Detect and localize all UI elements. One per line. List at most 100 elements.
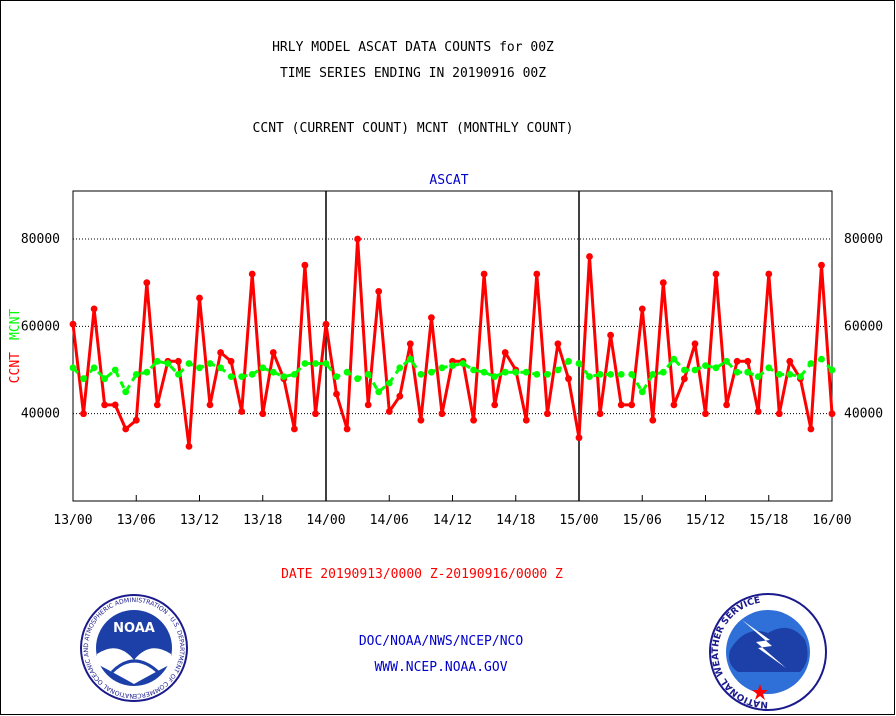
data-point-ccnt [754,408,762,415]
data-point-mcnt [818,355,825,363]
y-axis-label-mcnt: MCNT [8,309,23,340]
data-point-ccnt [417,416,425,424]
data-point-ccnt [143,279,151,287]
data-point-ccnt [396,392,404,400]
data-point-ccnt [775,410,783,418]
data-point-ccnt [828,410,836,418]
data-point-mcnt [101,375,108,383]
x-tick-label: 13/06 [117,513,156,528]
data-point-ccnt [291,425,298,433]
data-point-mcnt [712,364,720,372]
data-point-ccnt [807,425,815,433]
data-point-ccnt [406,340,414,348]
data-point-ccnt [786,357,794,365]
data-point-mcnt [797,373,804,380]
data-point-mcnt [459,360,467,367]
x-tick-label: 13/12 [180,513,219,528]
data-point-mcnt [754,373,762,380]
data-point-ccnt [322,320,330,328]
noaa-logo: NOAA NATIONAL OCEANIC AND ATMOSPHERIC AD… [80,594,188,702]
x-tick-label: 15/06 [623,513,662,528]
footer-website-link[interactable]: WWW.NCEP.NOAA.GOV [374,660,507,675]
data-point-mcnt [280,373,288,380]
data-point-mcnt [259,364,267,372]
data-point-mcnt [248,371,256,378]
data-point-mcnt [217,364,225,372]
data-point-ccnt [80,410,87,418]
data-point-mcnt [638,388,646,396]
data-point-ccnt [670,401,678,409]
data-point-mcnt [122,388,130,396]
y-tick-label-right: 40000 [844,407,883,422]
data-point-ccnt [659,279,667,287]
data-point-mcnt [227,373,235,380]
data-point-ccnt [470,416,477,424]
data-point-mcnt [565,357,572,365]
data-point-ccnt [544,410,551,418]
data-point-mcnt [175,371,182,378]
data-point-ccnt [438,410,446,418]
data-point-ccnt [628,401,636,409]
data-point-ccnt [607,331,614,339]
data-point-ccnt [733,357,741,365]
data-point-ccnt [312,410,319,418]
data-point-ccnt [343,425,351,433]
data-point-mcnt [111,366,119,374]
data-point-ccnt [111,401,119,409]
footer-org-path: DOC/NOAA/NWS/NCEP/NCO [359,634,524,649]
noaa-logo-text: NOAA [113,621,155,636]
data-point-ccnt [649,416,657,424]
data-point-ccnt [617,401,625,409]
data-point-mcnt [691,366,699,374]
data-point-mcnt [449,362,456,369]
data-point-mcnt [659,368,667,376]
data-point-ccnt [269,349,277,356]
y-axis-label: CCNT MCNT [8,309,23,384]
data-point-ccnt [575,434,583,442]
data-point-ccnt [723,401,730,409]
data-point-ccnt [596,410,604,418]
data-point-mcnt [80,375,87,383]
chart-subtitle: CCNT (CURRENT COUNT) MCNT (MONTHLY COUNT… [253,121,574,136]
data-point-mcnt [512,368,520,376]
data-point-mcnt [132,371,140,378]
data-point-mcnt [354,375,361,383]
tick-layer: 40000 40000 60000 60000 80000 80000 13/00 13/06… [21,232,883,528]
data-point-ccnt [765,270,773,278]
data-point-mcnt [554,366,562,374]
x-tick-label: 15/18 [749,513,788,528]
data-point-mcnt [291,371,298,378]
x-tick-label: 14/12 [433,513,472,528]
data-point-mcnt [765,364,773,372]
data-point-mcnt [491,373,499,380]
data-point-ccnt [691,340,699,348]
data-point-mcnt [164,360,172,367]
y-tick-label-left: 80000 [21,232,60,247]
data-point-ccnt [565,375,572,383]
data-point-mcnt [470,366,477,374]
data-point-mcnt [206,360,214,367]
data-point-mcnt [396,364,404,372]
data-point-mcnt [312,360,319,367]
data-point-ccnt [132,416,140,424]
data-point-mcnt [723,357,730,365]
data-point-mcnt [681,366,688,374]
chart-title-line2: TIME SERIES ENDING IN 20190916 00Z [280,66,546,81]
data-point-ccnt [681,375,688,383]
data-point-mcnt [196,364,203,372]
data-point-ccnt [196,294,203,302]
data-point-ccnt [101,401,108,409]
data-point-ccnt [333,390,340,398]
data-point-mcnt [775,371,783,378]
data-point-mcnt [522,368,530,376]
y-tick-label-left: 60000 [21,319,60,334]
data-point-ccnt [69,320,77,328]
data-point-ccnt [522,416,530,424]
data-point-mcnt [480,368,488,376]
nws-logo: NATIONAL WEATHER SERVICE [709,593,827,711]
data-point-mcnt [733,368,741,376]
data-point-ccnt [586,253,593,260]
data-point-ccnt [638,305,646,313]
